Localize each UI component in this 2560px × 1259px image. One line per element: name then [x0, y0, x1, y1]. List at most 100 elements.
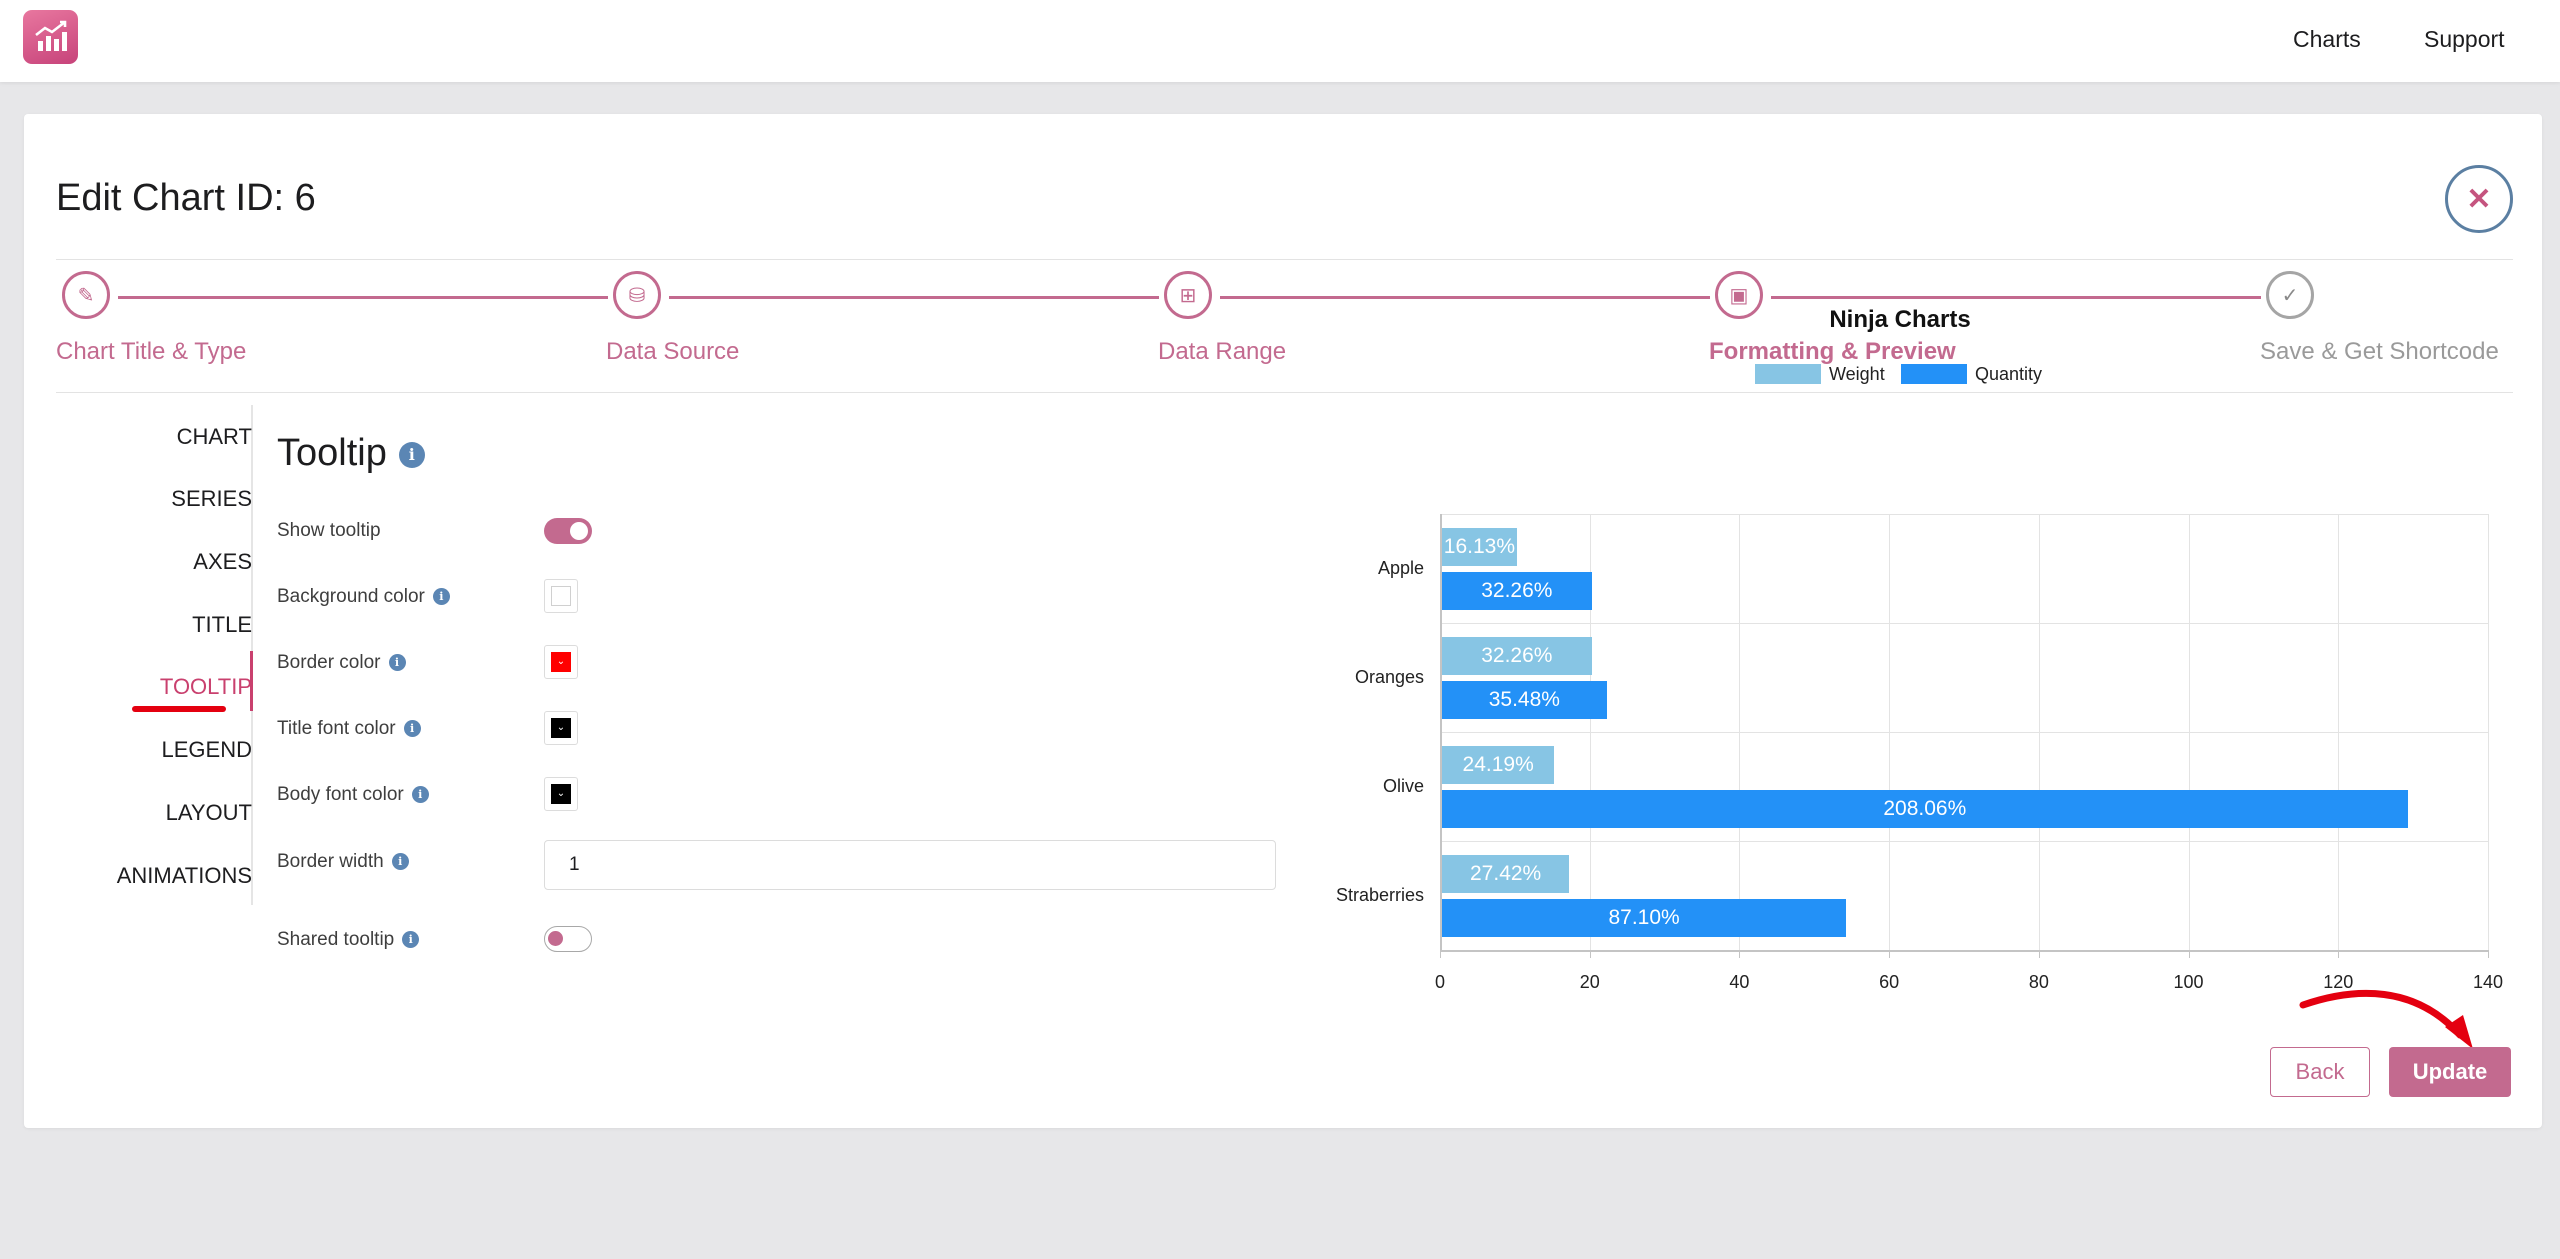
sidenav-item-chart[interactable]: CHART	[176, 424, 252, 449]
y-category-label: Oranges	[1354, 666, 1424, 687]
nav-charts-link[interactable]: Charts	[2293, 26, 2361, 52]
grid-line-vertical	[2338, 514, 2340, 950]
x-tick-mark	[2188, 950, 2190, 958]
background-color-picker[interactable]	[544, 579, 578, 613]
bar-quantity-apple[interactable]: 32.26%	[1442, 571, 1592, 610]
grid-line-vertical	[1889, 514, 1891, 950]
chevron-down-icon: ⌄	[551, 784, 571, 804]
background-color-label: Background color i	[277, 586, 450, 608]
border-color-label: Border color i	[277, 652, 406, 674]
bar-quantity-oranges[interactable]: 35.48%	[1442, 680, 1607, 719]
background-color-swatch	[551, 586, 571, 606]
step-2-database-icon[interactable]: ⛁	[613, 271, 661, 319]
step-connector	[1771, 296, 2261, 299]
info-icon[interactable]: i	[411, 786, 429, 804]
border-width-label-text: Border width	[277, 851, 384, 872]
divider	[56, 259, 2513, 260]
x-tick-label: 0	[1434, 972, 1446, 992]
x-tick-label: 100	[2173, 972, 2204, 992]
grid-line-vertical	[1440, 514, 1441, 950]
border-color-picker[interactable]: ⌄	[544, 645, 578, 679]
bar-quantity-straberries[interactable]: 87.10%	[1442, 898, 1847, 937]
step-5-check-icon[interactable]: ✓	[2266, 271, 2314, 319]
edit-chart-card: Edit Chart ID: 6 ✕ ✎ ⛁ ⊞ ▣ ✓ Chart Title…	[24, 114, 2542, 1128]
chevron-down-icon: ⌄	[551, 652, 571, 672]
sidenav-item-animations[interactable]: ANIMATIONS	[116, 863, 252, 888]
step-connector	[669, 296, 1159, 299]
step-label-data-source[interactable]: Data Source	[606, 338, 740, 365]
sidenav-item-title[interactable]: TITLE	[192, 612, 252, 637]
title-font-color-label: Title font color i	[277, 718, 421, 740]
close-icon: ✕	[2466, 182, 2492, 216]
show-tooltip-toggle[interactable]	[544, 518, 592, 544]
show-tooltip-label: Show tooltip	[277, 520, 381, 541]
title-font-color-label-text: Title font color	[277, 718, 396, 739]
info-icon[interactable]: i	[403, 720, 421, 738]
grid-line-horizontal	[1440, 623, 2488, 624]
shared-tooltip-label-text: Shared tooltip	[277, 929, 395, 950]
legend-label: Weight	[1829, 363, 1885, 384]
step-label-save-shortcode[interactable]: Save & Get Shortcode	[2260, 338, 2499, 365]
back-button[interactable]: Back	[2270, 1047, 2370, 1097]
grid-line-horizontal	[1440, 514, 2488, 515]
grid-line-vertical	[2038, 514, 2040, 950]
title-font-color-picker[interactable]: ⌄	[544, 711, 578, 745]
update-button[interactable]: Update	[2389, 1047, 2511, 1097]
border-width-input[interactable]	[544, 840, 1276, 890]
x-tick-label: 140	[2472, 972, 2504, 992]
close-button[interactable]: ✕	[2445, 165, 2513, 233]
info-icon[interactable]: i	[398, 441, 425, 468]
page-title: Edit Chart ID: 6	[56, 177, 316, 219]
shared-tooltip-toggle[interactable]	[544, 926, 592, 952]
y-category-label: Olive	[1382, 775, 1424, 796]
bar-weight-apple[interactable]: 16.13%	[1442, 527, 1517, 566]
info-icon[interactable]: i	[432, 588, 450, 606]
grid-line-horizontal	[1440, 732, 2488, 733]
sidenav-item-axes[interactable]: AXES	[193, 549, 252, 574]
step-connector	[118, 296, 608, 299]
sidenav-active-indicator	[250, 651, 253, 711]
bar-quantity-olive[interactable]: 208.06%	[1442, 789, 2408, 828]
x-tick-mark	[2338, 950, 2340, 958]
annotation-arrow-icon	[2299, 989, 2473, 1049]
x-tick-label: 120	[2323, 972, 2354, 992]
bar-weight-olive[interactable]: 24.19%	[1442, 745, 1555, 784]
nav-support-link[interactable]: Support	[2424, 26, 2505, 52]
step-3-range-icon[interactable]: ⊞	[1164, 271, 1212, 319]
sidenav-item-legend[interactable]: LEGEND	[161, 737, 252, 762]
x-tick-label: 80	[2028, 972, 2049, 992]
info-icon[interactable]: i	[402, 931, 420, 949]
section-title-text: Tooltip	[277, 432, 387, 474]
x-tick-mark	[2488, 950, 2489, 958]
step-1-pencil-icon[interactable]: ✎	[62, 271, 110, 319]
body-font-color-label-text: Body font color	[277, 784, 404, 805]
app-logo-icon[interactable]	[23, 10, 78, 64]
grid-line-vertical	[2488, 514, 2489, 950]
plot-area: 0 20 40 60 80 100 120 140 16.13% 32.26% 32.26% 35.4…	[1435, 514, 2503, 992]
x-tick-label: 60	[1879, 972, 1900, 992]
sidenav-item-series[interactable]: SERIES	[171, 486, 252, 511]
divider	[56, 392, 2513, 393]
legend-swatch	[1901, 364, 1967, 384]
body-font-color-picker[interactable]: ⌄	[544, 777, 578, 811]
top-bar: Charts Support	[0, 0, 2560, 82]
sidenav-item-layout[interactable]: LAYOUT	[165, 800, 252, 825]
x-tick-label: 40	[1729, 972, 1750, 992]
background-color-label-text: Background color	[277, 586, 425, 607]
x-tick-mark	[1889, 950, 1891, 958]
step-4-preview-icon[interactable]: ▣	[1715, 271, 1763, 319]
step-connector	[1220, 296, 1710, 299]
bar-weight-oranges[interactable]: 32.26%	[1442, 636, 1592, 675]
sidenav-item-tooltip[interactable]: TOOLTIP	[159, 674, 252, 699]
border-width-label: Border width i	[277, 851, 409, 873]
shared-tooltip-label: Shared tooltip i	[277, 929, 420, 951]
legend-item-quantity: Quantity	[1901, 364, 2042, 384]
step-label-chart-title-type[interactable]: Chart Title & Type	[56, 338, 247, 365]
step-label-data-range[interactable]: Data Range	[1158, 338, 1287, 365]
info-icon[interactable]: i	[391, 853, 409, 871]
bar-weight-straberries[interactable]: 27.42%	[1442, 854, 1570, 893]
step-label-formatting-preview[interactable]: Formatting & Preview	[1709, 338, 1956, 365]
x-axis	[1440, 950, 2488, 952]
info-icon[interactable]: i	[388, 654, 406, 672]
